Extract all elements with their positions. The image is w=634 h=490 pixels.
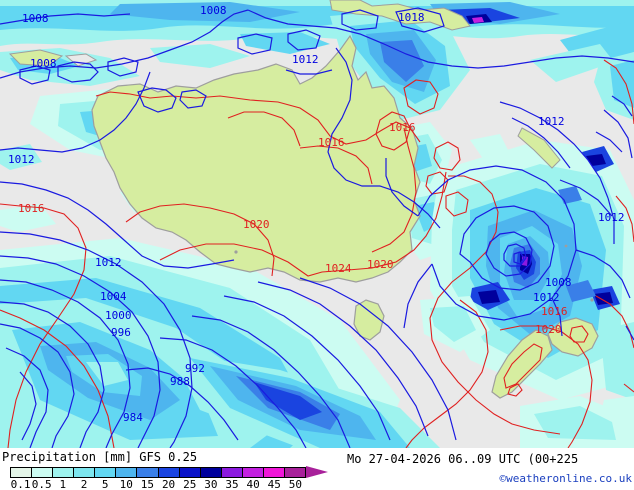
isobar-label: 1004 bbox=[100, 290, 127, 303]
colorbar-tick: 30 bbox=[204, 478, 218, 490]
isobar-low-layer bbox=[0, 7, 634, 448]
colorbar-swatch bbox=[32, 468, 54, 477]
isobar-label: 1012 bbox=[598, 211, 625, 224]
isobar-label: 1024 bbox=[325, 262, 352, 275]
colorbar-swatch bbox=[263, 468, 286, 477]
colorbar-swatch bbox=[11, 468, 33, 477]
colorbar-tick: 20 bbox=[161, 478, 176, 490]
colorbar-swatch bbox=[116, 468, 138, 477]
colorbar-swatches[interactable] bbox=[10, 467, 307, 478]
colorbar-swatch bbox=[242, 468, 264, 477]
colorbar-tick-labels: 0.1 0.5 1 2 5 10 15 20 25 30 35 40 45 50 bbox=[10, 478, 306, 490]
isobar-label: 992 bbox=[185, 362, 205, 375]
isobar-label: 984 bbox=[123, 411, 143, 424]
isobar-label: 1012 bbox=[95, 256, 122, 269]
colorbar-tick: 10 bbox=[119, 478, 133, 490]
colorbar-swatch bbox=[74, 468, 96, 477]
colorbar-swatch bbox=[221, 468, 243, 477]
colorbar-swatch bbox=[179, 468, 201, 477]
colorbar-swatch bbox=[158, 468, 180, 477]
isobar-label: 1000 bbox=[105, 309, 132, 322]
isobar-label: 1016 bbox=[318, 136, 345, 149]
model-run-timestamp: Mo 27-04-2026 06..09 UTC (00+225 bbox=[347, 452, 579, 466]
isobar-high-layer bbox=[0, 59, 634, 448]
isobar-label: 1012 bbox=[533, 291, 560, 304]
colorbar-swatch bbox=[95, 468, 117, 477]
colorbar-tick: 2 bbox=[80, 478, 88, 490]
isobar-label: 1012 bbox=[292, 53, 319, 66]
precipitation-colorbar[interactable]: 0.1 0.5 1 2 5 10 15 20 25 30 35 40 45 50 bbox=[10, 466, 330, 490]
colorbar-overflow-arrow bbox=[306, 466, 328, 478]
isobar-label: 1008 bbox=[22, 12, 49, 25]
colorbar-swatch bbox=[200, 468, 222, 477]
isobar-label: 1020 bbox=[367, 258, 394, 271]
isobar-label: 1012 bbox=[538, 115, 565, 128]
map-canvas[interactable]: 1008 1008 1018 1008 1012 1012 1012 1016 1016 1016… bbox=[0, 0, 634, 448]
colorbar-tick: 45 bbox=[267, 478, 281, 490]
isobar-label: 1018 bbox=[398, 11, 425, 24]
isobar-label: 1008 bbox=[545, 276, 572, 289]
colorbar-swatch bbox=[137, 468, 159, 477]
colorbar-tick: 5 bbox=[101, 478, 109, 490]
colorbar-swatch bbox=[285, 468, 307, 477]
isobar-label: 1008 bbox=[200, 4, 227, 17]
colorbar-tick: 40 bbox=[246, 478, 260, 490]
landmass-layer bbox=[8, 0, 599, 399]
legend-footer: Precipitation [mm] GFS 0.25 0.1 0.5 1 2 5 10 1… bbox=[0, 448, 634, 490]
colorbar-tick: 50 bbox=[288, 478, 303, 490]
isobar-label: 1020 bbox=[535, 323, 562, 336]
colorbar-tick: 25 bbox=[183, 478, 197, 490]
isobar-label: 1008 bbox=[30, 57, 57, 70]
colorbar-swatch bbox=[53, 468, 75, 477]
isobar-label: 1020 bbox=[243, 218, 270, 231]
colorbar-tick: 1 bbox=[59, 478, 67, 490]
isobar-label: 1016 bbox=[541, 305, 568, 318]
isobar-label: 1012 bbox=[8, 153, 35, 166]
colorbar-tick: 35 bbox=[225, 478, 239, 490]
copyright-notice: ©weatheronline.co.uk bbox=[499, 472, 632, 485]
isobar-label: 1016 bbox=[389, 121, 416, 134]
legend-title: Precipitation [mm] GFS 0.25 bbox=[2, 450, 198, 464]
isobar-label: 996 bbox=[111, 326, 131, 339]
colorbar-tick: 15 bbox=[140, 478, 155, 490]
isobar-label: 1016 bbox=[18, 202, 45, 215]
colorbar-tick: 0.1 bbox=[10, 478, 31, 490]
colorbar-tick: 0.5 bbox=[31, 478, 52, 490]
isobar-label: 988 bbox=[170, 375, 190, 388]
